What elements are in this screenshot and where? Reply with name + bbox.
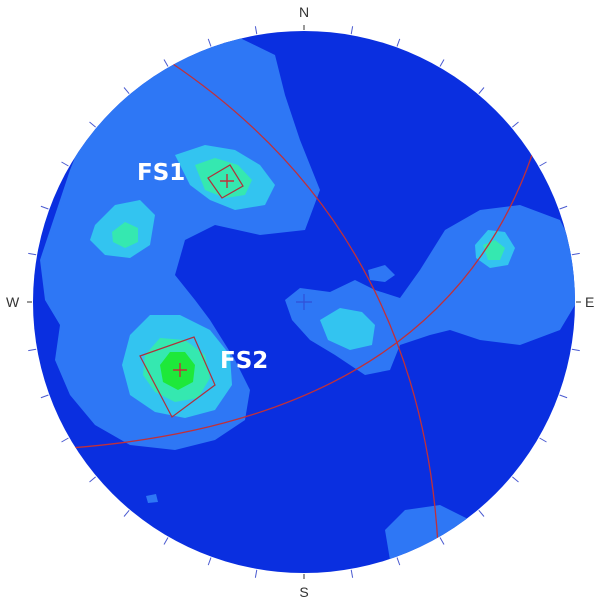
great-circle-2 bbox=[69, 154, 533, 449]
contour-sw-dot bbox=[146, 494, 158, 503]
perimeter-tick bbox=[512, 476, 519, 483]
perimeter-tick bbox=[539, 161, 547, 167]
fs2-pole-marker bbox=[173, 363, 187, 377]
contour-left-inner bbox=[112, 222, 138, 248]
perimeter-ticks bbox=[27, 25, 581, 579]
center-marker bbox=[296, 294, 312, 310]
fs1-window bbox=[207, 164, 244, 199]
contour-fs2-peak bbox=[160, 352, 195, 390]
fs1-label: FS1 bbox=[137, 160, 185, 186]
perimeter-tick bbox=[89, 476, 96, 483]
perimeter-tick bbox=[28, 348, 37, 352]
west-label: W bbox=[6, 294, 20, 310]
perimeter-tick bbox=[254, 26, 258, 35]
perimeter-tick bbox=[559, 205, 568, 210]
perimeter-tick bbox=[350, 569, 354, 578]
perimeter-tick bbox=[163, 59, 169, 67]
perimeter-tick bbox=[559, 394, 568, 399]
perimeter-tick bbox=[512, 121, 519, 128]
contour-small-blob bbox=[368, 265, 395, 282]
perimeter-tick bbox=[396, 38, 401, 47]
perimeter-tick bbox=[207, 38, 212, 47]
fs1-pole-marker bbox=[220, 174, 234, 188]
perimeter-tick bbox=[89, 121, 96, 128]
perimeter-tick bbox=[61, 161, 69, 167]
great-circle-1 bbox=[169, 61, 439, 546]
south-label: S bbox=[299, 584, 308, 600]
great-circles bbox=[69, 61, 533, 546]
east-label: E bbox=[585, 294, 594, 310]
contour-fs1-inner bbox=[195, 158, 252, 198]
perimeter-tick bbox=[123, 510, 130, 517]
set-poles bbox=[173, 174, 234, 377]
fs2-window bbox=[139, 336, 216, 418]
perimeter-tick bbox=[439, 59, 445, 67]
perimeter-tick bbox=[539, 437, 547, 443]
perimeter-tick bbox=[207, 557, 212, 566]
north-label: N bbox=[299, 4, 309, 20]
perimeter-tick bbox=[478, 87, 485, 94]
perimeter-tick bbox=[439, 537, 445, 545]
perimeter-tick bbox=[61, 437, 69, 443]
set-windows bbox=[139, 164, 244, 418]
perimeter-tick bbox=[571, 348, 580, 352]
fs2-label: FS2 bbox=[220, 348, 268, 374]
perimeter-tick bbox=[163, 537, 169, 545]
perimeter-tick bbox=[28, 252, 37, 256]
perimeter-tick bbox=[478, 510, 485, 517]
perimeter-tick bbox=[396, 557, 401, 566]
perimeter-tick bbox=[350, 26, 354, 35]
perimeter-tick bbox=[40, 205, 49, 210]
contour-west-lobe bbox=[40, 38, 320, 450]
perimeter-tick bbox=[254, 569, 258, 578]
perimeter-tick bbox=[40, 394, 49, 399]
perimeter-tick bbox=[123, 87, 130, 94]
perimeter-tick bbox=[571, 252, 580, 256]
contour-center-inner bbox=[320, 308, 375, 350]
